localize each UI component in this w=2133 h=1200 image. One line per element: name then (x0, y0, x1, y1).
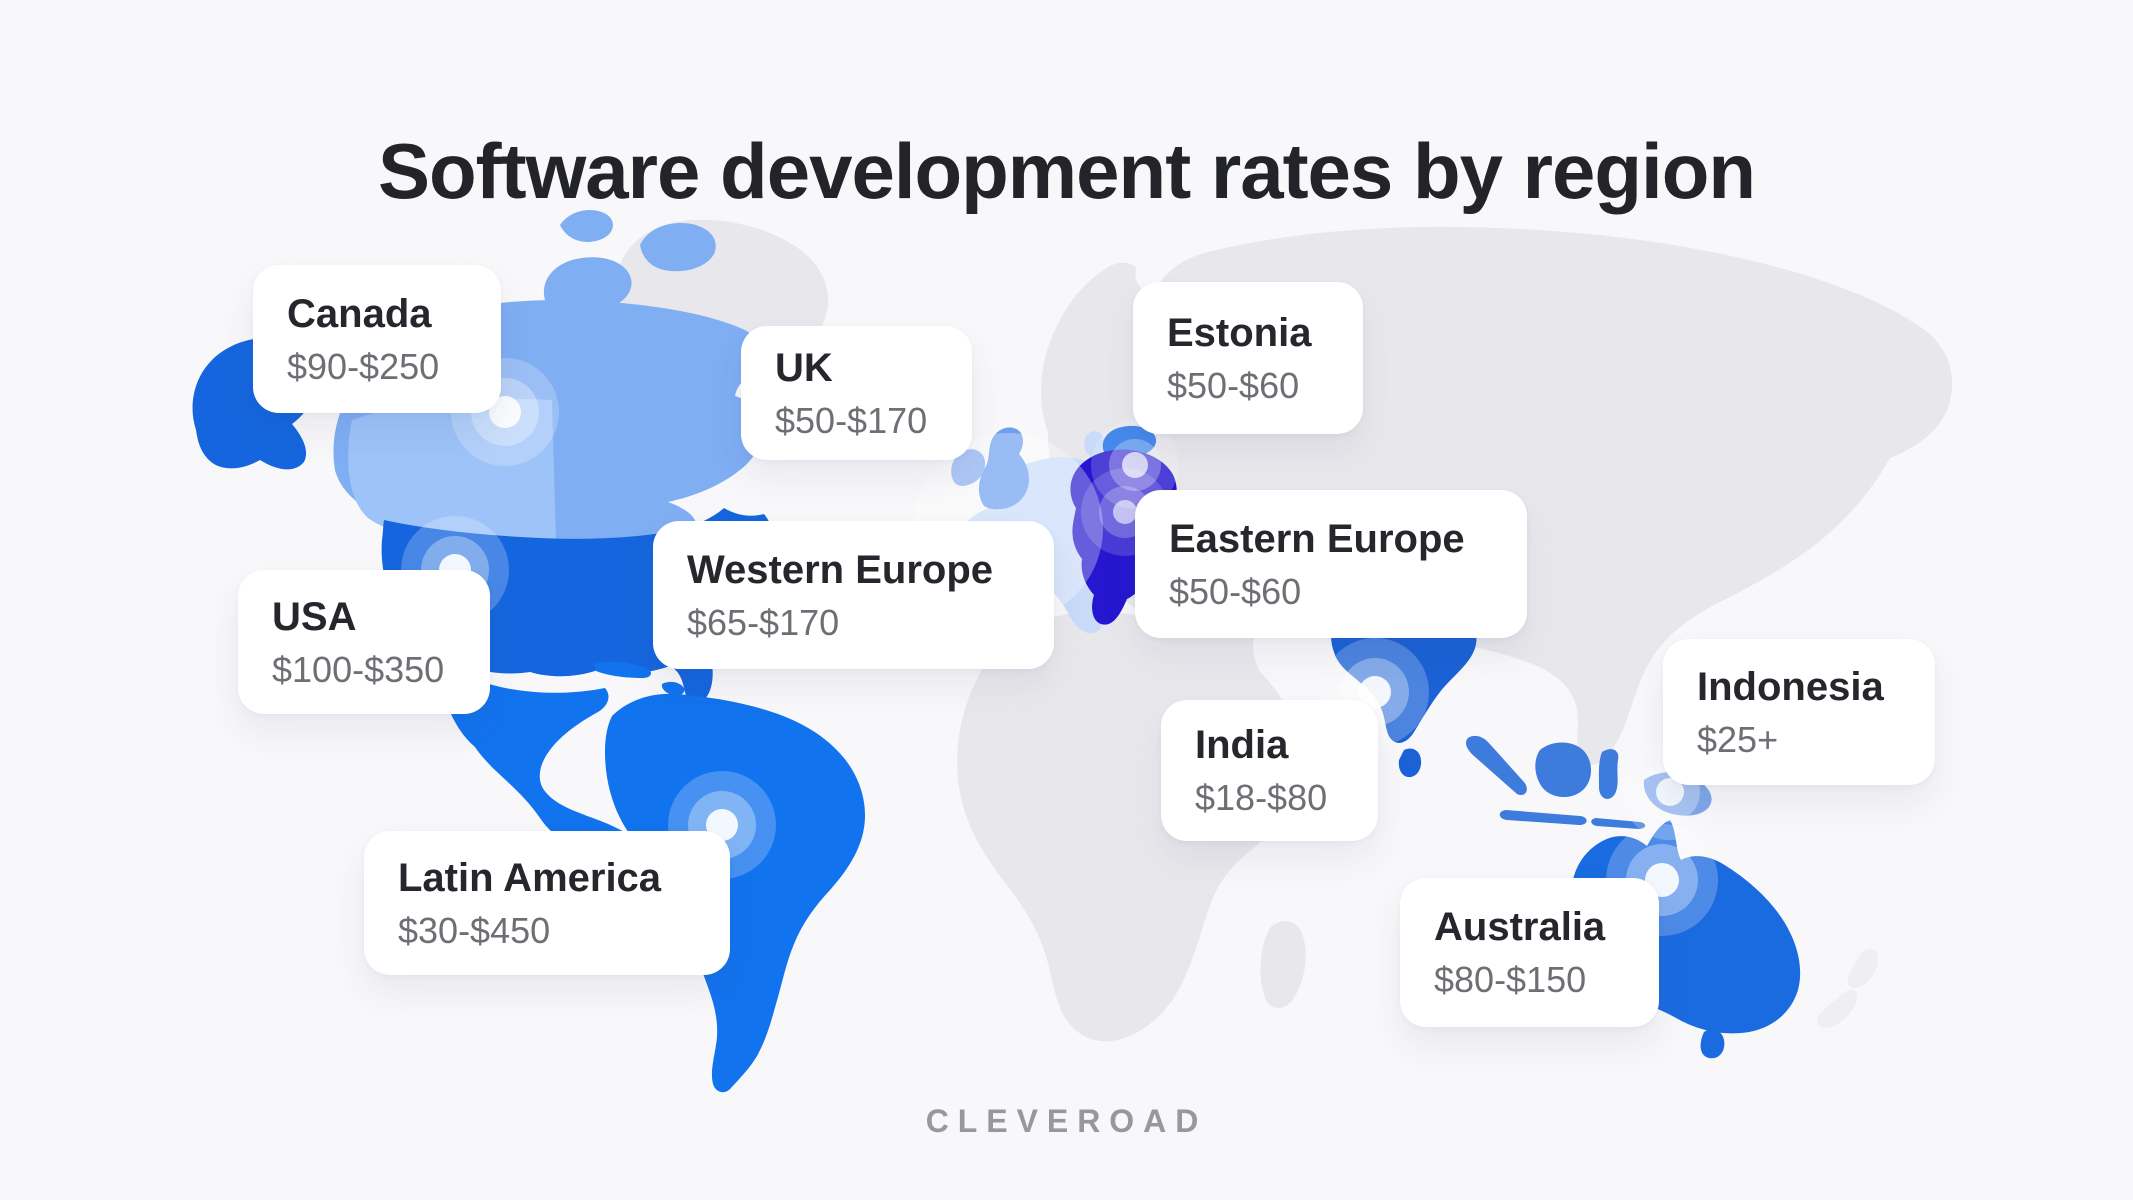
map-region-tasmania (1700, 1029, 1725, 1059)
map-region-sulawesi (1598, 749, 1619, 799)
map-region-java (1499, 810, 1587, 825)
page-title: Software development rates by region (377, 127, 1756, 216)
region-card-uk: UK $50-$170 (741, 326, 972, 460)
region-card-indonesia: Indonesia $25+ (1663, 639, 1935, 785)
region-rate: $50-$60 (1169, 570, 1302, 612)
region-name: Indonesia (1697, 664, 1884, 709)
map-region-hispaniola (661, 681, 685, 696)
map-region-canada-west-shade (348, 398, 556, 544)
map-landmass-new-zealand-north (1847, 948, 1879, 989)
region-card-usa: USA $100-$350 (238, 570, 490, 714)
region-name: Western Europe (687, 547, 993, 592)
map-region-canada-arctic-island-1 (543, 257, 632, 312)
ripple-marker-estonia (1091, 421, 1179, 509)
map-region-canada-arctic-island-3 (560, 209, 613, 242)
map-region-lesser-sunda (1591, 818, 1646, 829)
map-region-denmark (1084, 431, 1105, 457)
region-rate: $100-$350 (272, 648, 445, 690)
map-region-mexico-central-america (451, 668, 667, 881)
region-rate: $50-$60 (1167, 364, 1300, 406)
map-region-ireland (951, 449, 986, 486)
map-region-south-america (605, 693, 866, 1093)
map-region-borneo (1535, 742, 1592, 798)
region-rate: $25+ (1697, 718, 1779, 760)
region-name: Eastern Europe (1169, 516, 1465, 561)
region-card-estonia: Estonia $50-$60 (1133, 282, 1363, 434)
map-region-uk (978, 427, 1029, 510)
region-rate: $18-$80 (1195, 777, 1328, 818)
map-region-cuba (594, 661, 652, 678)
region-rate: $80-$150 (1434, 959, 1587, 1000)
region-card-india: India $18-$80 (1161, 700, 1378, 841)
region-card-western-europe: Western Europe $65-$170 (653, 521, 1054, 669)
region-rate: $50-$170 (775, 399, 928, 441)
map-region-sri-lanka (1398, 748, 1422, 778)
region-card-canada: Canada $90-$250 (253, 265, 501, 413)
region-name: USA (272, 594, 357, 639)
region-card-australia: Australia $80-$150 (1400, 878, 1659, 1027)
region-name: Latin America (398, 855, 662, 900)
map-landmass-madagascar (1260, 921, 1306, 1009)
map-region-canada-arctic-island-2 (640, 222, 716, 272)
region-rate: $90-$250 (287, 345, 440, 387)
region-name: Australia (1434, 905, 1606, 949)
region-card-latin-america: Latin America $30-$450 (364, 831, 730, 975)
brand-logo: CLEVEROAD (925, 1103, 1208, 1139)
region-name: Estonia (1167, 310, 1312, 355)
region-rate: $30-$450 (398, 909, 551, 951)
region-name: Canada (287, 291, 432, 336)
region-card-eastern-europe: Eastern Europe $50-$60 (1135, 490, 1527, 638)
region-rate: $65-$170 (687, 601, 840, 643)
region-name: UK (775, 345, 833, 390)
map-landmass-new-zealand-south (1817, 989, 1858, 1028)
map-region-sumatra (1466, 735, 1527, 795)
region-name: India (1195, 723, 1289, 767)
